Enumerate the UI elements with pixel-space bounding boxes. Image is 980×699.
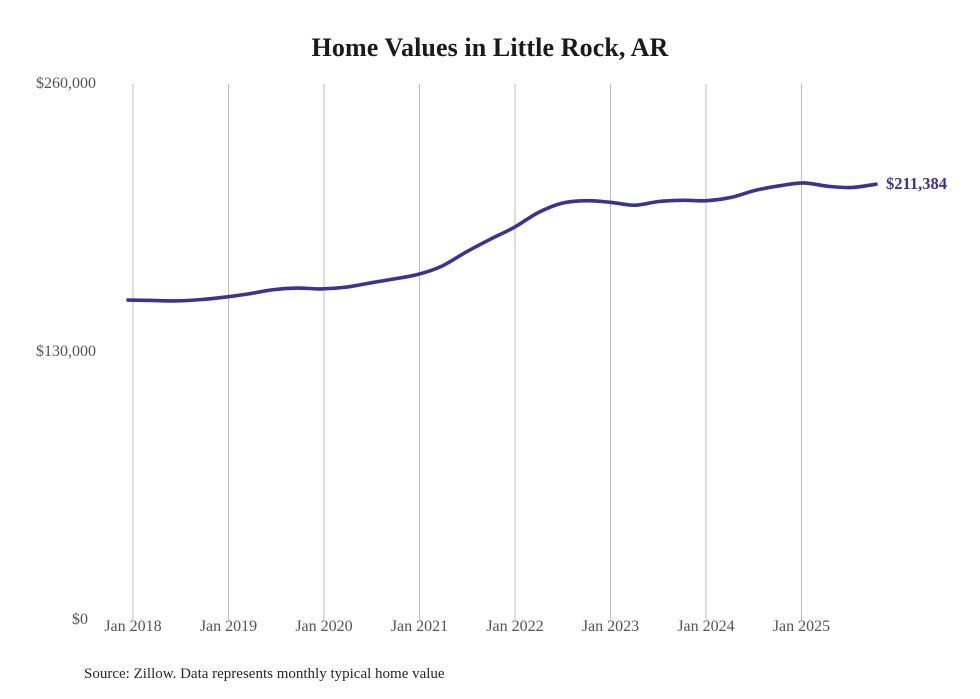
source-note: Source: Zillow. Data represents monthly … xyxy=(84,666,445,682)
series-line-typical-home-value xyxy=(126,181,878,303)
x-axis-tick-jan-2018: Jan 2018 xyxy=(104,618,162,635)
x-axis-tick-jan-2021: Jan 2021 xyxy=(390,618,449,635)
endpoint-value-label: $211,384 xyxy=(886,174,947,194)
x-axis-tick-jan-2023: Jan 2023 xyxy=(581,618,640,635)
y-axis-tick-130000: $130,000 xyxy=(36,343,96,360)
x-axis-tick-jan-2024: Jan 2024 xyxy=(677,618,735,635)
chart-title: Home Values in Little Rock, AR xyxy=(311,33,669,62)
gridlines xyxy=(132,84,802,620)
x-axis-tick-jan-2019: Jan 2019 xyxy=(199,618,258,635)
y-axis-tick-0: $0 xyxy=(72,611,88,628)
x-axis-tick-jan-2025: Jan 2025 xyxy=(772,618,831,635)
x-axis-tick-jan-2020: Jan 2020 xyxy=(295,618,353,635)
y-axis-tick-260000: $260,000 xyxy=(36,75,96,92)
x-axis-tick-jan-2022: Jan 2022 xyxy=(486,618,544,635)
